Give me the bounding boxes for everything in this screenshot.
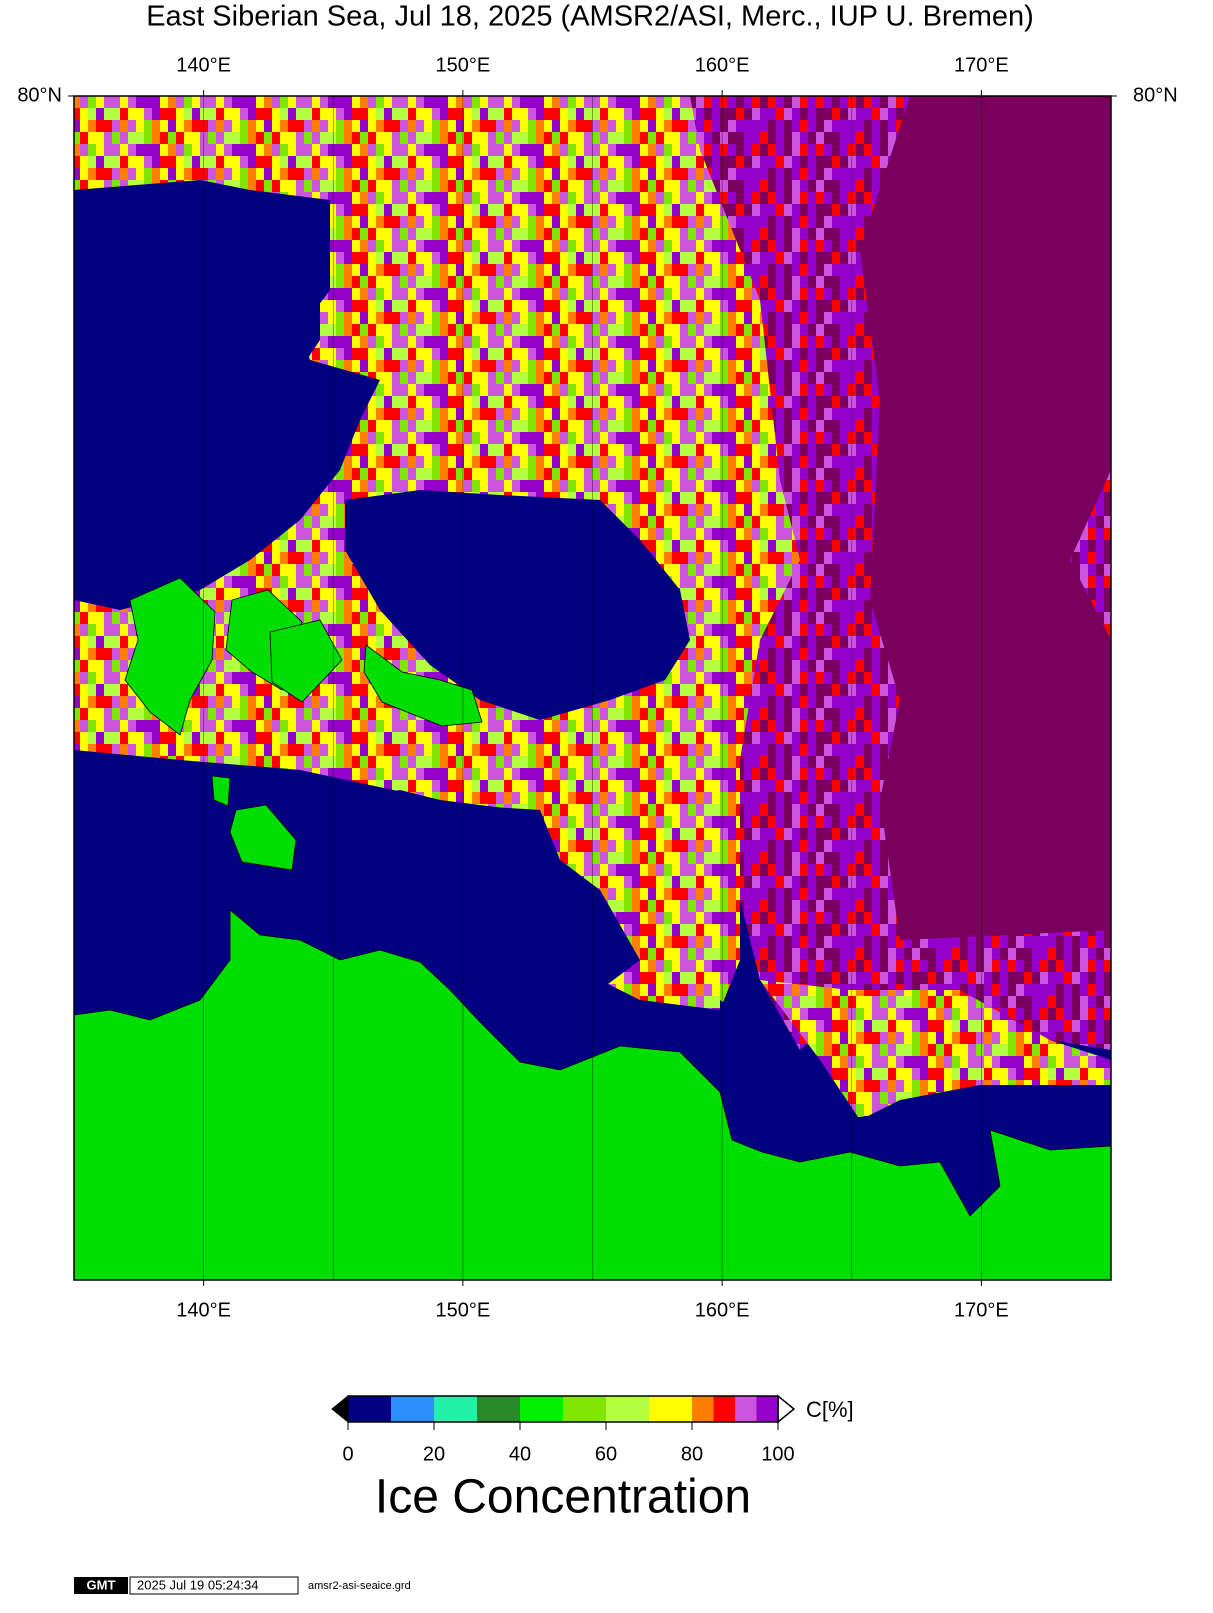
- colorbar-unit: C[%]: [806, 1397, 854, 1422]
- lon-label: 160°E: [695, 1299, 750, 1321]
- gmt-logo-text: GMT: [87, 1577, 116, 1592]
- file-name: amsr2-asi-seaice.grd: [308, 1580, 411, 1592]
- colorbar-segment: [735, 1396, 757, 1422]
- colorbar-segment: [713, 1396, 735, 1422]
- colorbar-tick-label: 0: [342, 1443, 353, 1465]
- map-frame: [73, 95, 1112, 1281]
- open-water: [90, 790, 200, 880]
- ice-margin: [760, 980, 1111, 1120]
- open-water: [74, 190, 320, 580]
- colorbar-segment: [756, 1396, 778, 1422]
- colorbar-segment: [520, 1396, 563, 1422]
- colorbar-segment: [391, 1396, 434, 1422]
- open-water: [720, 1000, 1111, 1150]
- lat-label: 80°N: [1133, 84, 1178, 106]
- island: [124, 577, 216, 736]
- lon-label: 160°E: [695, 54, 750, 76]
- lon-label: 150°E: [436, 1299, 491, 1321]
- colorbar-tick-label: 60: [595, 1443, 617, 1465]
- lon-label: 170°E: [954, 54, 1009, 76]
- lon-label: 140°E: [176, 1299, 231, 1321]
- colorbar-tick-label: 100: [761, 1443, 794, 1465]
- colorbar-tick-label: 40: [509, 1443, 531, 1465]
- colorbar-segment: [434, 1396, 477, 1422]
- lon-label: 150°E: [436, 54, 491, 76]
- timestamp: 2025 Jul 19 05:24:34: [137, 1577, 258, 1592]
- gmt-logo: [74, 1577, 128, 1594]
- lat-label: 80°N: [17, 84, 62, 106]
- lon-label: 140°E: [176, 54, 231, 76]
- lon-label: 170°E: [954, 1299, 1009, 1321]
- title: East Siberian Sea, Jul 18, 2025 (AMSR2/A…: [146, 1, 1034, 33]
- colorbar-tick-label: 80: [681, 1443, 703, 1465]
- island: [363, 644, 483, 727]
- colorbar-segment: [692, 1396, 714, 1422]
- colorbar-tick-label: 20: [423, 1443, 445, 1465]
- colorbar-segment: [649, 1396, 692, 1422]
- axes: 140°E 140°E 150°E 150°E 160°E 160°E 170°E 170°E…: [17, 54, 1177, 1465]
- colorbar-over: [777, 1394, 796, 1424]
- open-water: [345, 490, 690, 720]
- open-water: [300, 790, 640, 990]
- colorbar-frame: [347, 1395, 779, 1423]
- colorbar-segment: [477, 1396, 520, 1422]
- island: [211, 775, 231, 807]
- ice-compact: [860, 96, 1111, 940]
- colorbar-segment: [348, 1396, 391, 1422]
- timestamp-box: [129, 1576, 299, 1595]
- colorbar-segment: [606, 1396, 649, 1422]
- colorbar-title: Ice Concentration: [375, 1471, 751, 1524]
- colorbar-under: [331, 1394, 349, 1424]
- island: [269, 619, 343, 703]
- island: [229, 804, 297, 871]
- colorbar-segment: [563, 1396, 606, 1422]
